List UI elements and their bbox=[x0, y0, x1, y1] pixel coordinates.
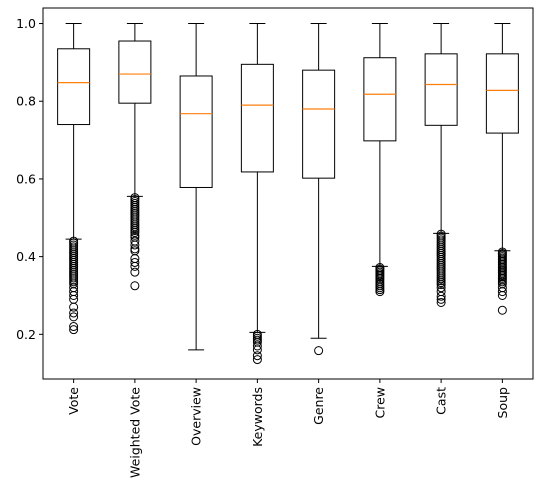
box-genre bbox=[302, 23, 336, 356]
outlier-point bbox=[69, 290, 79, 300]
box-soup bbox=[485, 23, 519, 315]
outlier-point bbox=[497, 305, 507, 315]
outlier-point bbox=[252, 345, 262, 355]
box-keywords bbox=[240, 23, 274, 365]
y-tick-label: 0.4 bbox=[16, 249, 36, 264]
box-weighted-vote bbox=[118, 23, 152, 291]
outlier-point bbox=[436, 297, 446, 307]
outlier-point bbox=[497, 290, 507, 300]
iqr-box bbox=[485, 53, 519, 134]
y-axis: 0.2 0.4 0.6 0.8 1.0 bbox=[16, 16, 43, 342]
box-overview bbox=[179, 23, 213, 351]
iqr-box bbox=[118, 40, 152, 104]
axes-frame bbox=[42, 7, 534, 380]
x-tick-label: Overview bbox=[189, 387, 204, 446]
outlier-point bbox=[436, 280, 446, 290]
iqr-box bbox=[240, 63, 274, 173]
box-cast bbox=[424, 23, 458, 307]
y-tick-label: 0.2 bbox=[16, 327, 36, 342]
box-vote bbox=[57, 23, 91, 335]
y-tick-label: 1.0 bbox=[16, 16, 36, 31]
outlier-point bbox=[436, 291, 446, 301]
outlier-point bbox=[130, 281, 140, 291]
outlier-point bbox=[69, 302, 79, 312]
outlier-point bbox=[130, 240, 140, 250]
x-tick-label: Weighted Vote bbox=[127, 387, 142, 478]
x-tick-label: Keywords bbox=[250, 387, 265, 447]
outlier-point bbox=[130, 261, 140, 271]
y-tick-label: 0.8 bbox=[16, 94, 36, 109]
iqr-box bbox=[302, 69, 336, 179]
outlier-point bbox=[69, 325, 79, 335]
outlier-point bbox=[130, 228, 140, 238]
iqr-box bbox=[424, 53, 458, 126]
outlier-point bbox=[130, 267, 140, 277]
x-tick-label: Vote bbox=[66, 387, 81, 415]
iqr-box bbox=[179, 75, 213, 188]
outlier-point bbox=[497, 287, 507, 297]
x-tick-label: Genre bbox=[311, 387, 326, 425]
x-tick-label: Soup bbox=[495, 387, 510, 419]
outlier-point bbox=[69, 322, 79, 332]
x-tick-label: Crew bbox=[372, 387, 387, 419]
boxes-layer bbox=[57, 23, 519, 365]
outlier-point bbox=[252, 351, 262, 361]
box-crew bbox=[363, 23, 397, 297]
outlier-point bbox=[436, 294, 446, 304]
outlier-point bbox=[252, 355, 262, 365]
outlier-point bbox=[436, 283, 446, 293]
outlier-point bbox=[252, 341, 262, 351]
outlier-point bbox=[69, 308, 79, 318]
iqr-box bbox=[57, 48, 91, 126]
x-axis: Vote Weighted Vote Overview Keywords Genre Cr… bbox=[66, 379, 510, 478]
iqr-box bbox=[363, 57, 397, 142]
outlier-point bbox=[314, 346, 324, 356]
outlier-point bbox=[69, 312, 79, 322]
outlier-point bbox=[130, 257, 140, 267]
x-tick-label: Cast bbox=[434, 387, 449, 415]
y-tick-label: 0.6 bbox=[16, 171, 36, 186]
outlier-point bbox=[375, 287, 385, 297]
